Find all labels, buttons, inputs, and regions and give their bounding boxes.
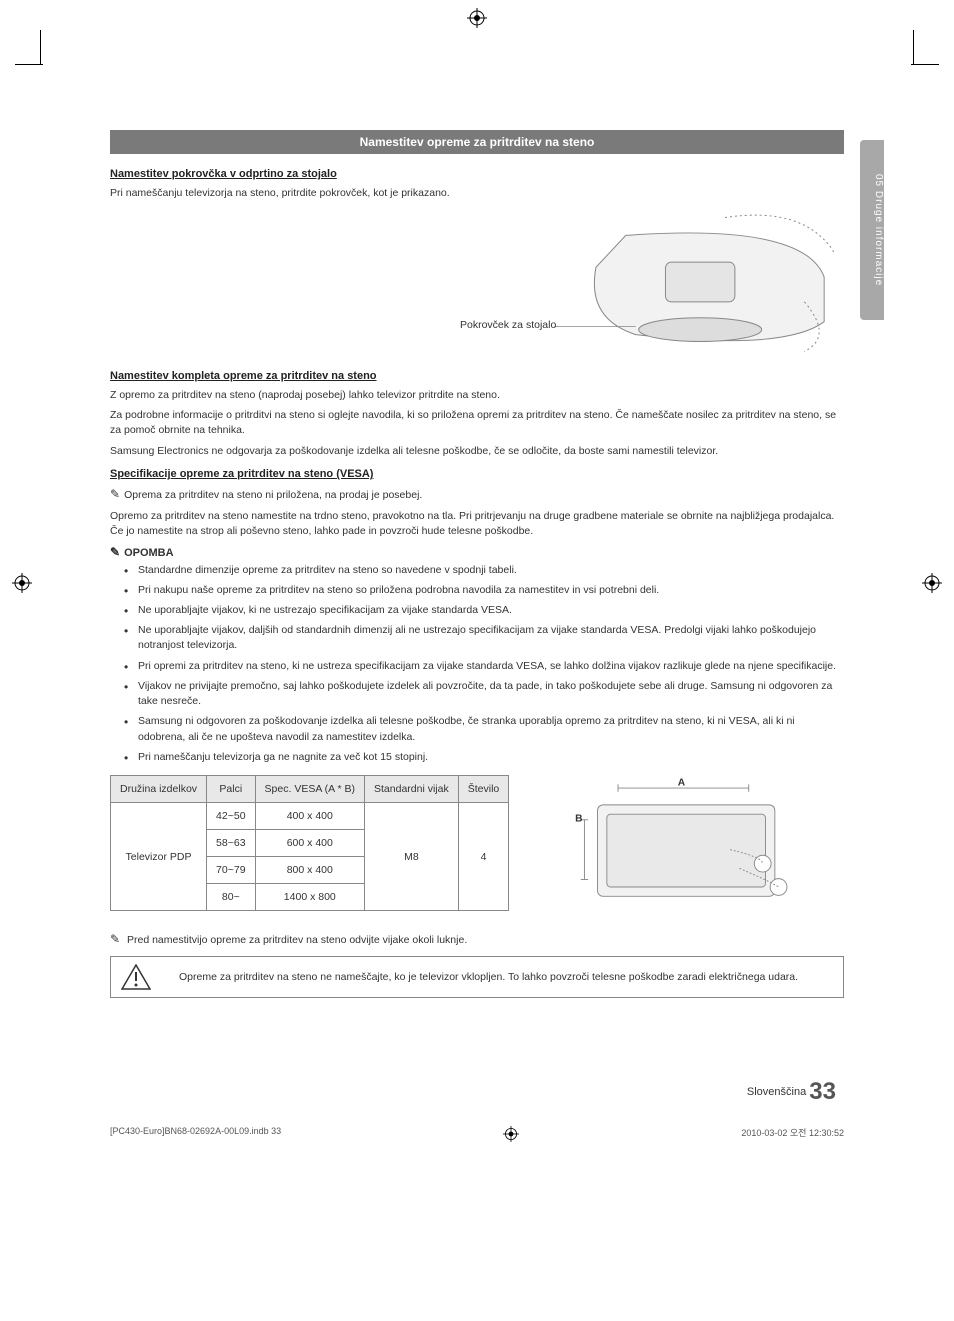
- list-item: Standardne dimenzije opreme za pritrdite…: [138, 563, 844, 578]
- cell-screw: M8: [365, 803, 459, 911]
- cell-inches: 70~79: [207, 857, 256, 884]
- cell-inches: 58~63: [207, 830, 256, 857]
- list-item: Pri nakupu naše opreme za pritrditev na …: [138, 583, 844, 598]
- opomba-label: ✎ OPOMBA: [110, 545, 844, 559]
- list-item: Pri opremi za pritrditev na steno, ki ne…: [138, 659, 844, 674]
- subheading-wallmount-kit: Namestitev kompleta opreme za pritrditev…: [110, 370, 844, 382]
- note-icon: ✎: [110, 932, 120, 946]
- cell-vesa: 400 x 400: [255, 803, 364, 830]
- th-inches: Palci: [207, 776, 256, 803]
- cell-vesa: 600 x 400: [255, 830, 364, 857]
- body-text: Z opremo za pritrditev na steno (naproda…: [110, 388, 844, 403]
- section-header: Namestitev opreme za pritrditev na steno: [110, 130, 844, 154]
- body-text: Opremo za pritrditev na steno namestite …: [110, 509, 844, 538]
- final-note: ✎ Pred namestitvijo opreme za pritrditev…: [110, 932, 844, 946]
- note-text: ✎ Oprema za pritrditev na steno ni prilož…: [110, 486, 844, 503]
- table-row: Televizor PDP 42~50 400 x 400 M8 4: [111, 803, 509, 830]
- cell-count: 4: [458, 803, 509, 911]
- chapter-tab: 05 Druge informacije: [860, 140, 884, 320]
- list-item: Pri nameščanju televizorja ga ne nagnite…: [138, 750, 844, 765]
- cell-family: Televizor PDP: [111, 803, 207, 911]
- note-icon: ✎: [110, 545, 120, 559]
- warning-text: Opreme za pritrditev na steno ne namešča…: [179, 970, 798, 985]
- subheading-vesa-spec: Specifikacije opreme za pritrditev na st…: [110, 468, 844, 480]
- cell-vesa: 1400 x 800: [255, 884, 364, 911]
- note-icon: ✎: [110, 486, 120, 503]
- list-item: Ne uporabljajte vijakov, daljših od stan…: [138, 623, 844, 653]
- opomba-list: Standardne dimenzije opreme za pritrdite…: [110, 563, 844, 765]
- list-item: Vijakov ne privijajte premočno, saj lahk…: [138, 679, 844, 709]
- warning-box: Opreme za pritrditev na steno ne namešča…: [110, 956, 844, 998]
- cell-vesa: 800 x 400: [255, 857, 364, 884]
- print-footer: [PC430-Euro]BN68-02692A-00L09.indb 33 20…: [110, 1126, 844, 1144]
- stand-cover-illustration: Pokrovček za stojalo: [110, 207, 844, 362]
- final-note-text: Pred namestitvijo opreme za pritrditev n…: [127, 934, 467, 946]
- page-footer: Slovenščina 33: [110, 1078, 844, 1106]
- dim-a-label: A: [678, 777, 686, 788]
- dim-b-label: B: [575, 814, 582, 825]
- warning-icon: [121, 964, 151, 990]
- vesa-spec-table: Družina izdelkov Palci Spec. VESA (A * B…: [110, 775, 509, 911]
- vesa-dimension-diagram: A B: [523, 775, 844, 920]
- subheading-stand-cover: Namestitev pokrovčka v odprtino za stoja…: [110, 168, 844, 180]
- body-text: Pri nameščanju televizorja na steno, pri…: [110, 186, 844, 201]
- th-family: Družina izdelkov: [111, 776, 207, 803]
- page-number: 33: [809, 1078, 836, 1105]
- cell-inches: 42~50: [207, 803, 256, 830]
- opomba-text: OPOMBA: [124, 547, 174, 559]
- list-item: Ne uporabljajte vijakov, ki ne ustrezajo…: [138, 603, 844, 618]
- body-text: Za podrobne informacije o pritrditvi na …: [110, 408, 844, 437]
- note-content: Oprema za pritrditev na steno ni prilože…: [124, 489, 422, 501]
- cell-inches: 80~: [207, 884, 256, 911]
- list-item: Samsung ni odgovoren za poškodovanje izd…: [138, 714, 844, 744]
- illustration-label: Pokrovček za stojalo: [460, 319, 556, 331]
- page-content: 05 Druge informacije Namestitev opreme z…: [0, 0, 954, 1166]
- body-text: Samsung Electronics ne odgovarja za pošk…: [110, 444, 844, 459]
- th-count: Število: [458, 776, 509, 803]
- th-screw: Standardni vijak: [365, 776, 459, 803]
- print-timestamp: 2010-03-02 오전 12:30:52: [741, 1126, 844, 1144]
- footer-language: Slovenščina: [747, 1086, 806, 1098]
- th-vesa: Spec. VESA (A * B): [255, 776, 364, 803]
- print-file: [PC430-Euro]BN68-02692A-00L09.indb 33: [110, 1126, 281, 1144]
- registration-mark-icon: [503, 1126, 519, 1144]
